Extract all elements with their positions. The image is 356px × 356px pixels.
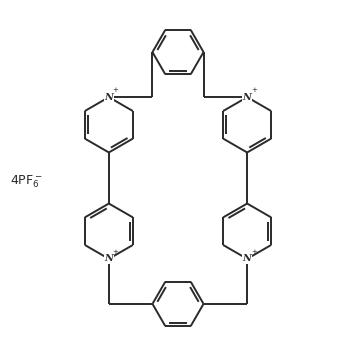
Text: +: + — [112, 87, 119, 93]
Text: +: + — [251, 87, 257, 93]
Text: N: N — [104, 254, 113, 263]
Text: N: N — [243, 93, 252, 102]
Text: +: + — [251, 249, 257, 255]
Text: N: N — [243, 254, 252, 263]
Text: 4PF$_6^-$: 4PF$_6^-$ — [10, 173, 42, 190]
Text: +: + — [112, 249, 119, 255]
Text: N: N — [104, 93, 113, 102]
